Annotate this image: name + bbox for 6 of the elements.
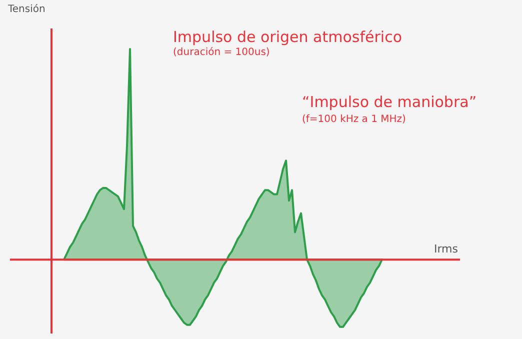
annotation: (duración = 100us): [173, 47, 270, 58]
annotation: (f=100 kHz a 1 MHz): [302, 114, 406, 125]
text: Impulso de origen atmosférico: [173, 28, 402, 46]
annotation: “Impulso de maniobra”: [302, 93, 477, 111]
x-axis-title: Irms: [434, 242, 458, 256]
y-axis-title: Tensión: [7, 4, 46, 15]
